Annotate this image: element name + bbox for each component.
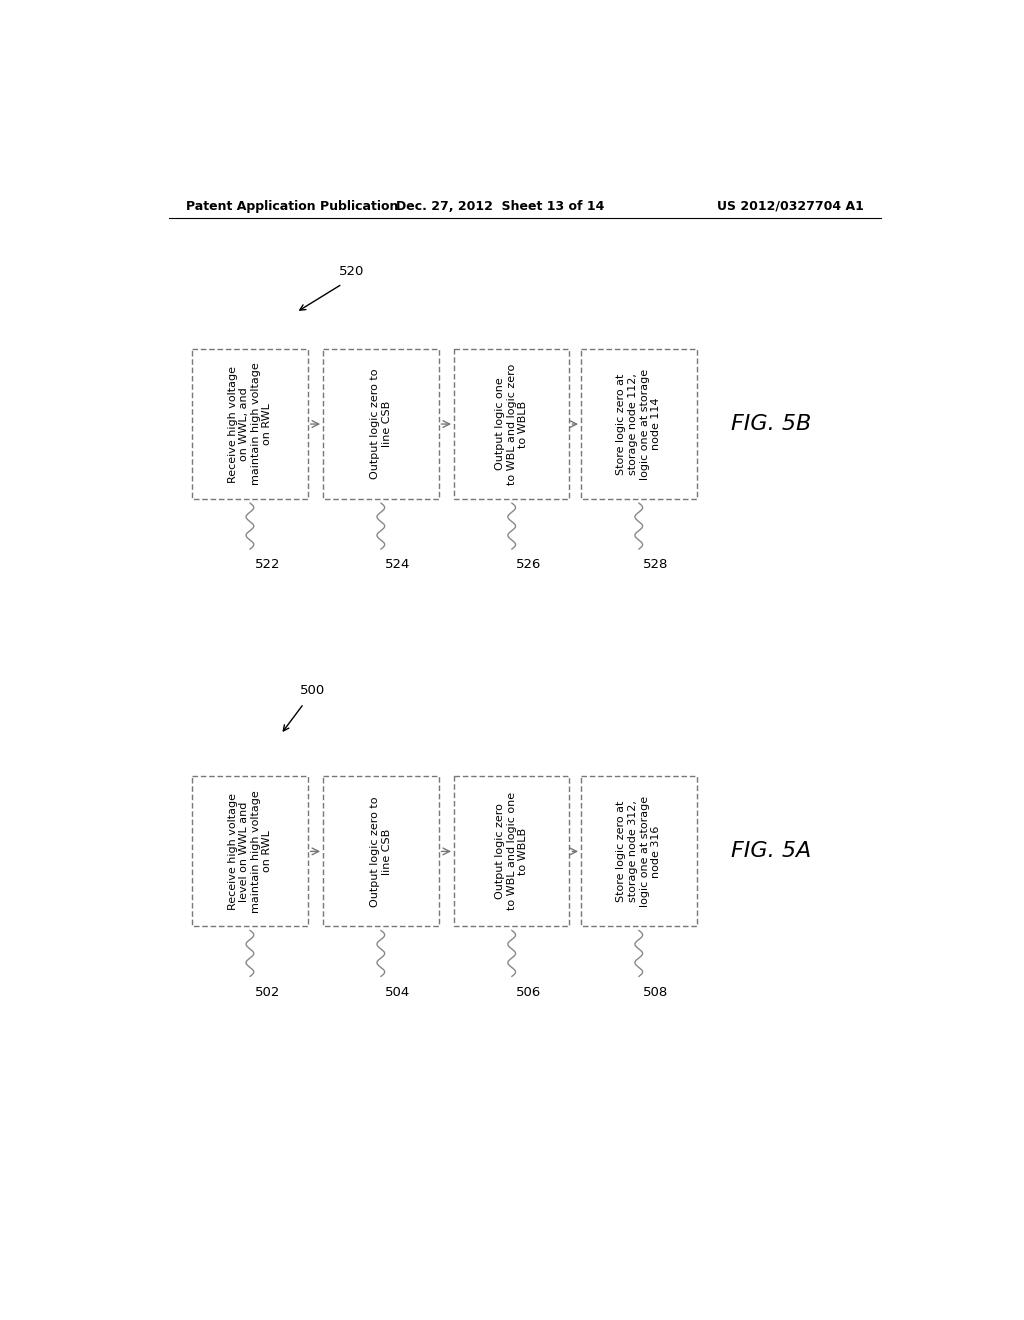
Text: 508: 508	[643, 986, 669, 999]
Text: 502: 502	[255, 986, 280, 999]
Text: 506: 506	[516, 986, 542, 999]
Text: Output logic one
to WBL and logic zero
to WBLB: Output logic one to WBL and logic zero t…	[496, 363, 528, 484]
FancyBboxPatch shape	[454, 348, 569, 499]
Text: Patent Application Publication: Patent Application Publication	[186, 199, 398, 213]
Text: Output logic zero to
line CSB: Output logic zero to line CSB	[370, 796, 391, 907]
Text: 528: 528	[643, 558, 669, 572]
Text: 522: 522	[255, 558, 280, 572]
Text: Receive high voltage
level on WWL and
maintain high voltage
on RWL: Receive high voltage level on WWL and ma…	[227, 791, 272, 912]
FancyBboxPatch shape	[323, 776, 438, 927]
Text: FIG. 5B: FIG. 5B	[731, 414, 811, 434]
FancyBboxPatch shape	[193, 776, 307, 927]
FancyBboxPatch shape	[323, 348, 438, 499]
Text: 520: 520	[339, 265, 364, 277]
Text: Dec. 27, 2012  Sheet 13 of 14: Dec. 27, 2012 Sheet 13 of 14	[396, 199, 604, 213]
FancyBboxPatch shape	[581, 776, 696, 927]
Text: Receive high voltage
on WWL, and
maintain high voltage
on RWL: Receive high voltage on WWL, and maintai…	[227, 363, 272, 486]
Text: FIG. 5A: FIG. 5A	[731, 841, 811, 862]
Text: 526: 526	[516, 558, 542, 572]
Text: 500: 500	[300, 684, 326, 697]
Text: Store logic zero at
storage node 112,
logic one at storage
node 114: Store logic zero at storage node 112, lo…	[616, 368, 662, 479]
Text: 524: 524	[385, 558, 411, 572]
FancyBboxPatch shape	[581, 348, 696, 499]
Text: 504: 504	[385, 986, 411, 999]
Text: US 2012/0327704 A1: US 2012/0327704 A1	[717, 199, 863, 213]
Text: Output logic zero to
line CSB: Output logic zero to line CSB	[370, 368, 391, 479]
FancyBboxPatch shape	[193, 348, 307, 499]
FancyBboxPatch shape	[454, 776, 569, 927]
Text: Store logic zero at
storage node 312,
logic one at storage
node 316: Store logic zero at storage node 312, lo…	[616, 796, 662, 907]
Text: Output logic zero
to WBL and logic one
to WBLB: Output logic zero to WBL and logic one t…	[496, 792, 528, 911]
